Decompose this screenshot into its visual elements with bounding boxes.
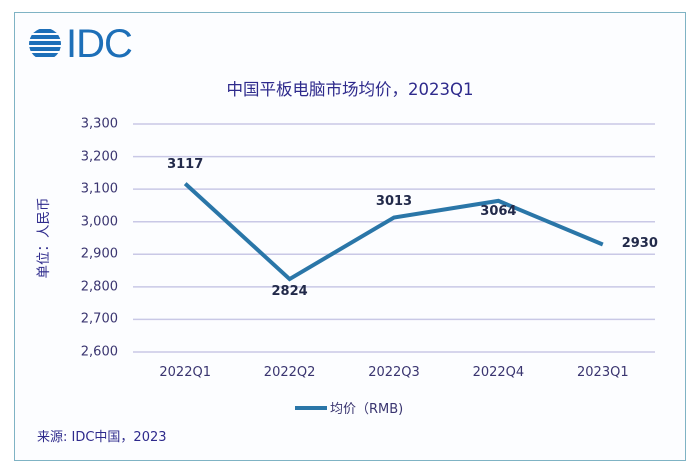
- legend-label: 均价（RMB): [330, 402, 404, 417]
- y-tick-label: 2,700: [80, 311, 118, 327]
- y-tick-label: 3,200: [80, 149, 118, 165]
- y-tick-label: 2,900: [80, 246, 118, 262]
- y-tick-label: 2,800: [80, 279, 118, 295]
- data-label: 3117: [167, 156, 204, 172]
- data-label: 3064: [480, 203, 517, 219]
- idc-globe-icon: [29, 29, 61, 57]
- x-tick-label: 2022Q1: [159, 365, 211, 380]
- legend-line-swatch: [295, 405, 327, 410]
- idc-logo: IDC: [28, 22, 133, 66]
- data-label: 2824: [271, 284, 308, 300]
- logo-text: IDC: [66, 22, 133, 66]
- data-label: 2930: [621, 235, 658, 251]
- data-label: 3013: [375, 194, 413, 210]
- x-tick-label: 2022Q4: [472, 365, 525, 380]
- series-line: [183, 182, 604, 282]
- y-tick-label: 3,300: [80, 116, 118, 132]
- y-tick-label: 2,600: [80, 344, 118, 360]
- source-note: 来源: IDC中国，2023: [37, 430, 167, 445]
- legend: 均价（RMB): [295, 398, 403, 417]
- x-tick-label: 2022Q3: [368, 365, 420, 380]
- chart-title: 中国平板电脑市场均价，2023Q1: [226, 80, 474, 99]
- y-tick-label: 3,100: [80, 181, 118, 197]
- y-tick-label: 3,000: [80, 214, 118, 230]
- chart-frame: [14, 12, 686, 461]
- x-tick-label: 2022Q2: [263, 365, 316, 380]
- x-tick-label: 2023Q1: [577, 365, 629, 380]
